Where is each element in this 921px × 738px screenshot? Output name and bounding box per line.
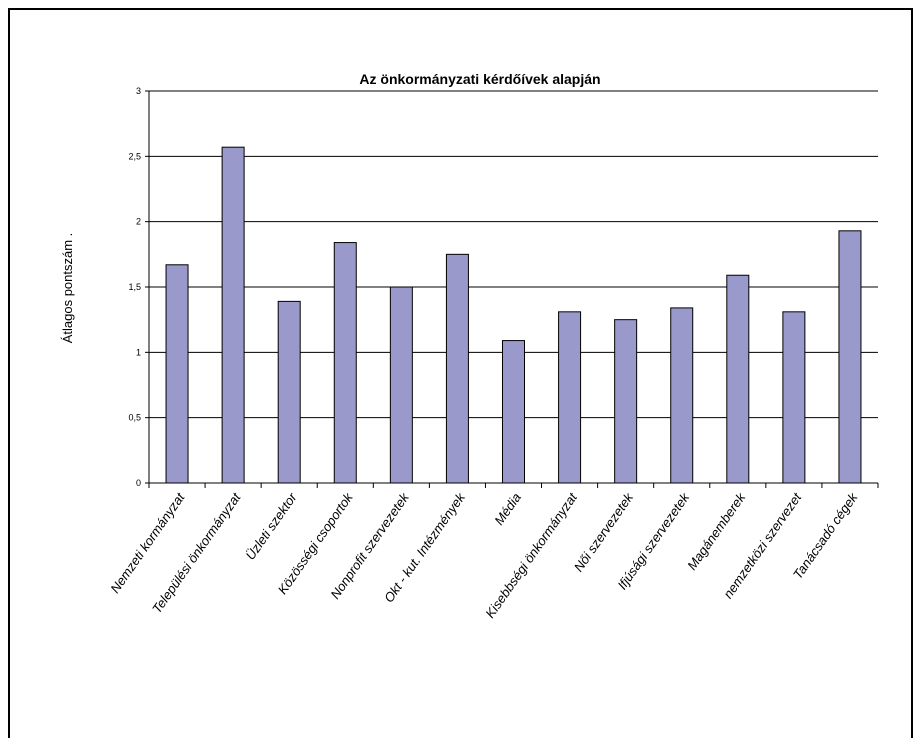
gridlines (149, 90, 878, 419)
bar (277, 300, 301, 484)
bar-chart: Az önkormányzati kérdőívek alapján Átlag… (60, 71, 879, 621)
chart-title: Az önkormányzati kérdőívek alapján (359, 71, 600, 87)
bar (389, 286, 413, 484)
x-tick-label: Női szervezetek (571, 489, 637, 575)
y-tick-label: 2,5 (128, 151, 141, 161)
bar (838, 230, 862, 484)
bar (782, 311, 806, 484)
axes (145, 90, 879, 488)
y-tick-label: 1 (136, 347, 141, 357)
bar (221, 146, 245, 484)
x-tick-label: Kisebbségi önkormányzat (482, 489, 580, 621)
bar (558, 311, 582, 484)
y-tick-label: 0,5 (128, 413, 141, 423)
bar (165, 264, 189, 484)
bars (165, 146, 862, 484)
x-tick-label: Média (491, 490, 524, 528)
y-axis-label: Átlagos pontszám . (60, 233, 75, 344)
bar (445, 253, 469, 484)
y-tick-label: 0 (136, 478, 141, 488)
y-tick-labels: 0 0,5 1 1,5 2 2,5 3 (128, 86, 141, 488)
chart-frame: Az önkormányzati kérdőívek alapján Átlag… (8, 8, 913, 738)
y-tick-label: 1,5 (128, 282, 141, 292)
bar (670, 307, 694, 484)
x-tick-label: Magánemberek (684, 489, 749, 573)
bar (333, 242, 357, 484)
bar (726, 274, 750, 484)
x-tick-label: Üzleti szektor (243, 490, 300, 563)
y-tick-label: 2 (136, 217, 141, 227)
bar (502, 340, 525, 484)
y-tick-label: 3 (136, 86, 141, 96)
bar (614, 319, 638, 484)
